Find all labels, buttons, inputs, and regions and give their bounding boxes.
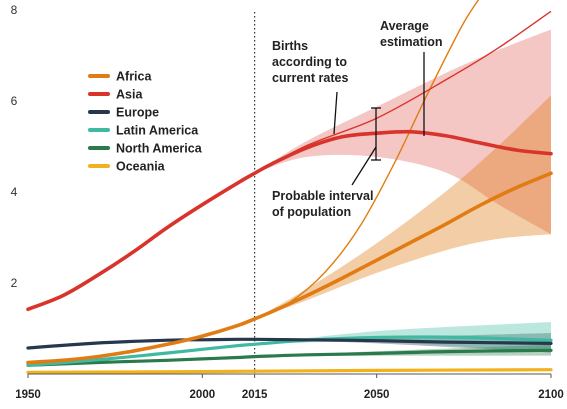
current-rates-line-asia: [254, 10, 552, 174]
series-line-latin-america: [26, 335, 553, 367]
x-tick-label-2050: 2050: [364, 389, 390, 401]
interval-band-africa: [254, 95, 551, 319]
series-line-north-america: [26, 348, 553, 367]
legend: Africa Asia Europe Latin America North Ameri…: [88, 70, 203, 174]
current-rates-line-africa: [254, 0, 480, 320]
x-tick-label-2015: 2015: [242, 389, 268, 401]
x-tick-label-1950: 1950: [15, 389, 41, 401]
legend-label-africa: Africa: [116, 70, 152, 84]
y-tick-label-8: 8: [11, 3, 18, 17]
annotation-probable-interval: Probable interval of population: [272, 189, 377, 219]
series-line-europe: [26, 337, 553, 350]
y-tick-label-6: 6: [11, 94, 18, 108]
series-line-asia: [26, 129, 553, 312]
x-tick-label-2000: 2000: [190, 389, 216, 401]
y-tick-label-2: 2: [11, 276, 18, 290]
annotation-births-current-rates: Births according to current rates: [272, 39, 351, 85]
series-line-africa: [26, 171, 553, 365]
axes: 1950 2000 2015 2050 2100 2 4 6 8: [11, 3, 564, 401]
y-tick-label-4: 4: [11, 185, 18, 199]
legend-label-asia: Asia: [116, 88, 143, 102]
births-pointer-line: [333, 91, 338, 135]
interval-pointer-line: [351, 146, 377, 186]
legend-label-europe: Europe: [116, 106, 159, 120]
legend-label-north-america: North America: [116, 142, 203, 156]
legend-label-oceania: Oceania: [116, 160, 166, 174]
series-lines: [26, 0, 553, 374]
legend-label-latin-america: Latin America: [116, 124, 199, 138]
x-tick-label-2100: 2100: [538, 389, 564, 401]
annotation-average-estimation: Average estimation: [380, 19, 443, 49]
annotations: Births according to current rates Averag…: [272, 19, 443, 219]
series-line-oceania: [26, 368, 553, 374]
